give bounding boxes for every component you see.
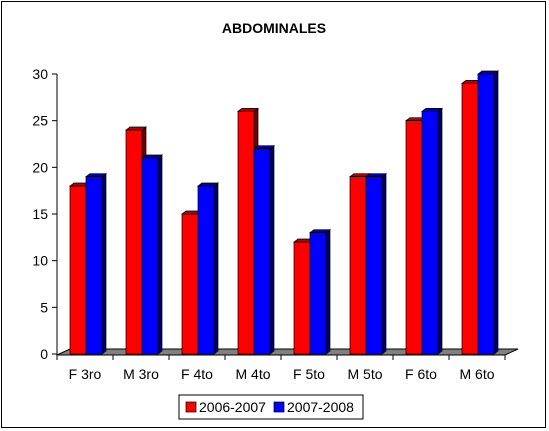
- bar-2007-2008-M-4to: [252, 144, 276, 355]
- bar-top: [252, 145, 276, 150]
- bar-side: [157, 154, 163, 355]
- bar-top: [124, 126, 148, 131]
- x-tick-label: M 4to: [235, 366, 270, 382]
- y-tick-label: 15: [32, 206, 48, 222]
- x-tick-label: M 3ro: [123, 366, 159, 382]
- bar-front: [197, 185, 215, 355]
- bar-top: [140, 154, 164, 159]
- chart-floor: [56, 348, 519, 356]
- legend-label-2007-2008: 2007-2008: [287, 399, 354, 415]
- bar-front: [421, 110, 439, 355]
- chart-title: ABDOMINALES: [222, 20, 326, 36]
- bar-front: [253, 148, 271, 355]
- legend-swatch-2006-2007: [185, 401, 197, 413]
- legend-label-2006-2007: 2006-2007: [199, 399, 266, 415]
- bar-top: [364, 173, 388, 178]
- bar-side: [493, 70, 499, 355]
- bar-top: [476, 70, 500, 75]
- bars-layer: [68, 70, 500, 355]
- bar-2007-2008-F-6to: [420, 107, 444, 355]
- labels-layer: 0 5 10 15 20 25 30 F 3ro M 3ro F 4to M 4to F 5to M 5…: [32, 66, 494, 382]
- bar-2007-2008-M-3ro: [140, 154, 164, 355]
- bar-top: [308, 229, 332, 234]
- y-tick-label: 30: [32, 66, 48, 82]
- bar-2007-2008-M-6to: [476, 70, 500, 355]
- bar-2007-2008-M-5to: [364, 172, 388, 355]
- bar-2007-2008-F-4to: [196, 182, 220, 355]
- bar-side: [437, 107, 443, 355]
- bar-2007-2008-F-3ro: [84, 172, 108, 355]
- bar-2007-2008-F-5to: [308, 228, 332, 355]
- bar-top: [236, 107, 260, 112]
- bar-top: [420, 107, 444, 112]
- bar-front: [365, 176, 383, 355]
- y-tick-label: 5: [40, 299, 48, 315]
- bar-side: [213, 182, 219, 355]
- bar-front: [293, 241, 311, 355]
- bar-top: [84, 173, 108, 178]
- bar-front: [69, 185, 87, 355]
- y-tick-label: 20: [32, 159, 48, 175]
- bar-front: [349, 176, 367, 355]
- bar-side: [101, 172, 107, 355]
- y-tick-label: 10: [32, 253, 48, 269]
- legend-swatch-2007-2008: [273, 401, 285, 413]
- bar-front: [237, 110, 255, 355]
- x-tick-label: F 6to: [405, 366, 437, 382]
- y-tick-label: 25: [32, 113, 48, 129]
- bar-front: [477, 73, 495, 355]
- legend: 2006-2007 2007-2008: [178, 394, 364, 420]
- bar-front: [125, 129, 143, 355]
- bar-top: [196, 182, 220, 187]
- bar-front: [141, 157, 159, 355]
- axes-layer: [52, 73, 519, 360]
- bar-front: [85, 176, 103, 355]
- bar-front: [405, 120, 423, 355]
- x-tick-label: F 3ro: [69, 366, 102, 382]
- y-tick-label: 0: [40, 346, 48, 362]
- x-tick-label: M 6to: [459, 366, 494, 382]
- bar-side: [381, 172, 387, 355]
- bar-front: [181, 213, 199, 355]
- x-tick-label: F 5to: [293, 366, 325, 382]
- bar-side: [325, 228, 331, 355]
- bar-front: [461, 82, 479, 355]
- x-tick-label: F 4to: [181, 366, 213, 382]
- x-tick-label: M 5to: [347, 366, 382, 382]
- bar-side: [269, 144, 275, 355]
- legend-box: [178, 394, 364, 420]
- bar-front: [309, 232, 327, 355]
